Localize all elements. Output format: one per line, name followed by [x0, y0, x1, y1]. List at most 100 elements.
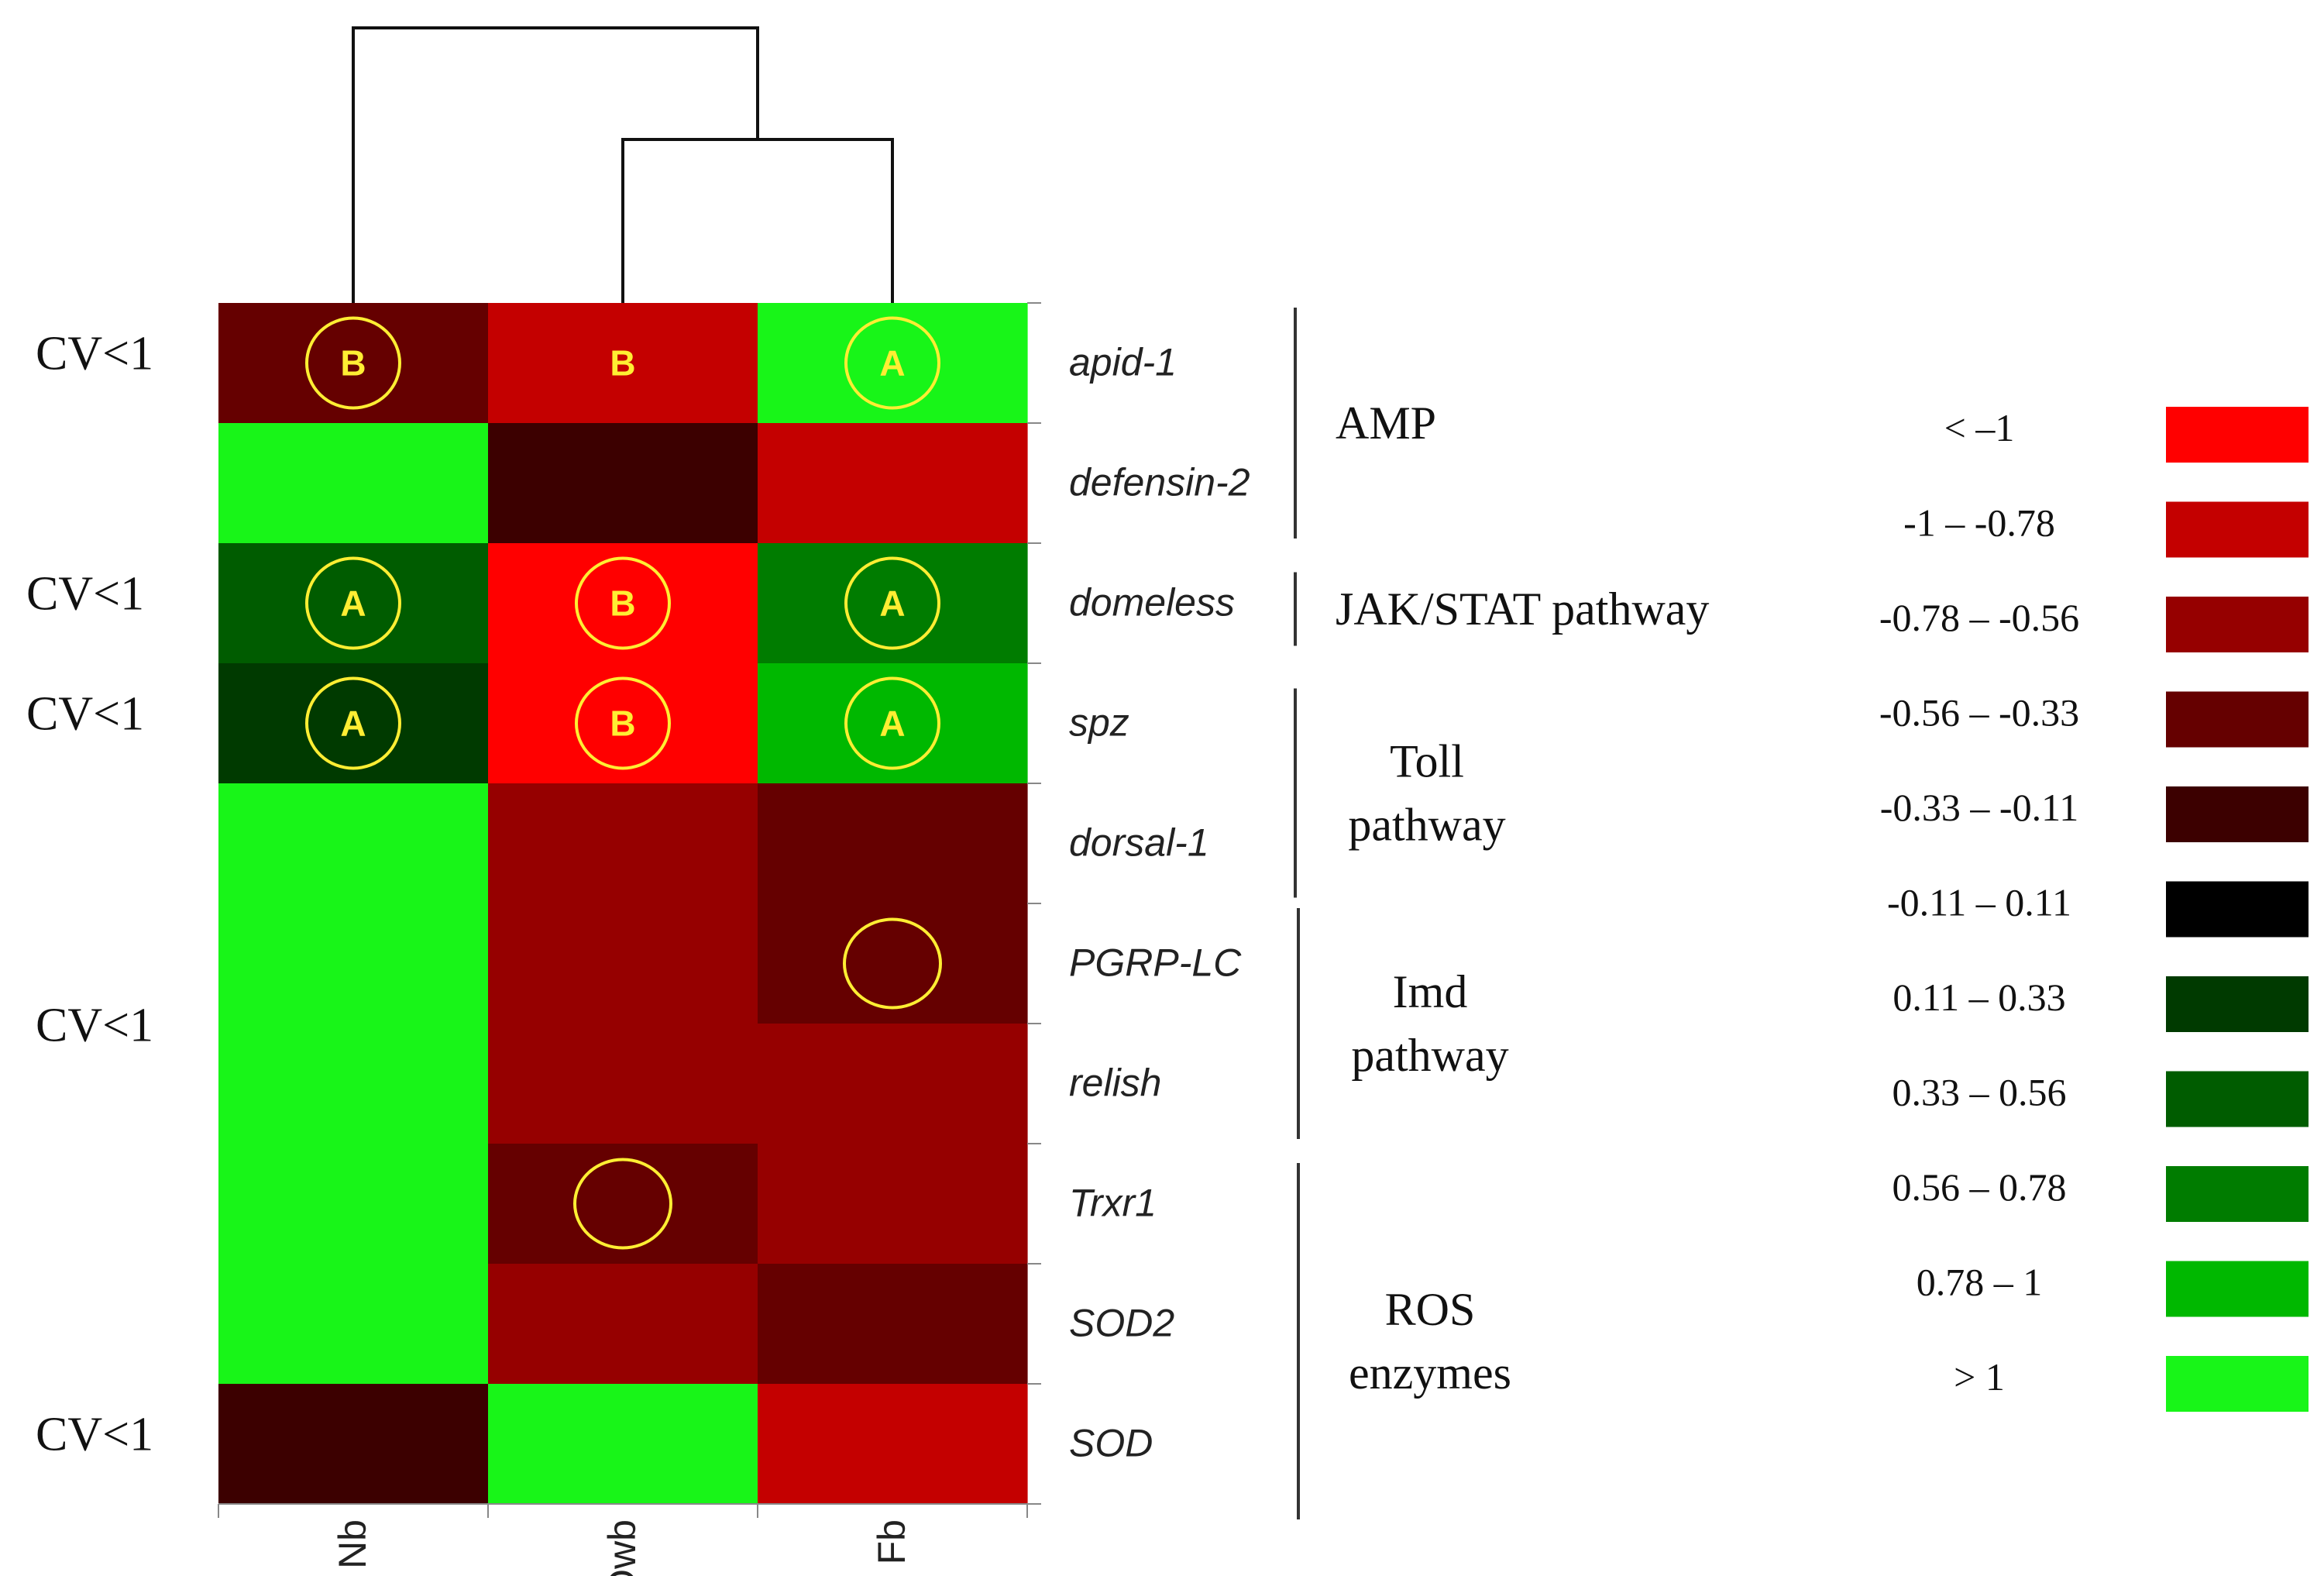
- gene-label: Trxr1: [1069, 1182, 1157, 1225]
- cv-label: CV<1: [36, 328, 153, 380]
- gene-label: defensin-2: [1069, 461, 1250, 504]
- legend-swatch: [2166, 1166, 2309, 1222]
- significance-circle: [305, 316, 401, 410]
- heatmap-cell: [488, 1264, 758, 1385]
- gene-label: domeless: [1069, 581, 1235, 625]
- heatmap-cells: [218, 303, 1028, 1505]
- group-label: AMP: [1336, 397, 1436, 449]
- significance-circle: [573, 1158, 672, 1250]
- heatmap-cell: [758, 903, 1028, 1024]
- legend-label: -1 – -0.78: [1903, 501, 2055, 545]
- significance-letter: B: [340, 343, 366, 384]
- significance-letter: A: [340, 583, 366, 624]
- cv-label: CV<1: [26, 568, 144, 621]
- group-label: pathway: [1351, 1030, 1508, 1081]
- gene-label: PGRP-LC: [1069, 941, 1242, 985]
- group-label: JAK/STAT pathway: [1336, 583, 1709, 635]
- heatmap-cell: [218, 1264, 489, 1385]
- significance-circle: [305, 676, 401, 770]
- heatmap-cell: [758, 423, 1028, 544]
- heatmap-cell: [218, 1384, 489, 1505]
- heatmap-cell: [488, 1144, 758, 1265]
- heatmap-cell: [218, 303, 489, 424]
- color-legend: < –1 -1 – -0.78 -0.78 – -0.56 -0.56 – -0.33…: [1879, 406, 2309, 1412]
- legend-swatch: [2166, 1356, 2309, 1412]
- legend-swatch: [2166, 786, 2309, 842]
- significance-markers: B B A A B A A B A: [305, 316, 942, 1250]
- gene-label: dorsal-1: [1069, 821, 1209, 865]
- dendrogram: [352, 26, 894, 303]
- heatmap-cell: [758, 303, 1028, 424]
- heatmap-cell: [758, 1144, 1028, 1265]
- significance-letter: A: [879, 583, 905, 624]
- legend-label: 0.78 – 1: [1917, 1261, 2043, 1304]
- significance-letter: A: [879, 343, 905, 384]
- gene-label: SOD2: [1069, 1302, 1174, 1345]
- legend-label: 0.11 – 0.33: [1893, 976, 2065, 1019]
- legend-label: -0.11 – 0.11: [1887, 881, 2071, 924]
- heatmap-cell: [218, 663, 489, 784]
- legend-label: -0.78 – -0.56: [1879, 596, 2079, 639]
- heatmap-cell: [488, 1024, 758, 1144]
- legend-swatch: [2166, 1071, 2309, 1127]
- gene-label: relish: [1069, 1062, 1161, 1105]
- group-label: Imd: [1393, 966, 1468, 1017]
- legend-label: 0.56 – 0.78: [1893, 1165, 2067, 1209]
- heatmap-cell: [218, 783, 489, 904]
- group-label: ROS: [1385, 1284, 1476, 1335]
- significance-circle: [844, 556, 940, 650]
- gene-groups: AMP JAK/STAT pathway Toll pathway Imd pathway…: [1294, 308, 1709, 1519]
- dendrogram-branch-nb: [352, 26, 759, 303]
- significance-letter: A: [340, 704, 366, 744]
- dendrogram-branch-owb-fb: [621, 138, 894, 303]
- gene-labels: apid-1 defensin-2 domeless spz dorsal-1 PGRP-…: [1069, 341, 1250, 1465]
- legend-swatch: [2166, 1261, 2309, 1317]
- heatmap-cell: [488, 663, 758, 784]
- legend-label: < –1: [1944, 406, 2015, 449]
- heatmap-cell: [758, 1384, 1028, 1505]
- significance-letter: B: [610, 583, 635, 624]
- legend-label: 0.33 – 0.56: [1893, 1071, 2067, 1114]
- heatmap-cell: [488, 423, 758, 544]
- heatmap-cell: [488, 783, 758, 904]
- significance-letter: B: [610, 343, 635, 384]
- heatmap-cell: [218, 423, 489, 544]
- significance-circle: [575, 676, 671, 770]
- heatmap-cell: [758, 1024, 1028, 1144]
- x-axis-label: Nb: [331, 1519, 374, 1569]
- x-axis-label: Owb: [600, 1519, 644, 1576]
- legend-label: -0.33 – -0.11: [1880, 786, 2078, 829]
- group-label: enzymes: [1349, 1347, 1511, 1399]
- cv-label: CV<1: [36, 1409, 153, 1461]
- heatmap-cell: [758, 663, 1028, 784]
- significance-letter: B: [610, 704, 635, 744]
- significance-circle: [575, 556, 671, 650]
- heatmap-cell: [488, 543, 758, 664]
- gene-label: spz: [1069, 701, 1129, 745]
- significance-circle: [844, 676, 940, 770]
- significance-circle: [844, 316, 940, 410]
- heatmap-cell: [218, 543, 489, 664]
- group-label: Toll: [1390, 736, 1464, 787]
- x-axis: Nb Owb Fb: [218, 1503, 1028, 1576]
- legend-swatch: [2166, 976, 2309, 1032]
- legend-label: > 1: [1954, 1355, 2005, 1399]
- gene-label: apid-1: [1069, 341, 1177, 384]
- heatmap-cell: [488, 303, 758, 424]
- row-ticks: [1027, 302, 1041, 1505]
- heatmap-cell: [488, 1384, 758, 1505]
- significance-circle: [305, 556, 401, 650]
- gene-label: SOD: [1069, 1422, 1153, 1465]
- cv-label: CV<1: [26, 688, 144, 741]
- legend-swatch: [2166, 407, 2309, 463]
- legend-swatch: [2166, 691, 2309, 748]
- legend-label: -0.56 – -0.33: [1879, 691, 2079, 735]
- significance-circle: [843, 917, 942, 1010]
- heatmap-cell: [218, 1144, 489, 1265]
- heatmap-cell: [218, 1024, 489, 1144]
- group-label: pathway: [1348, 800, 1505, 851]
- x-axis-label: Fb: [870, 1519, 913, 1564]
- heatmap-cell: [218, 903, 489, 1024]
- heatmap-cell: [758, 1264, 1028, 1385]
